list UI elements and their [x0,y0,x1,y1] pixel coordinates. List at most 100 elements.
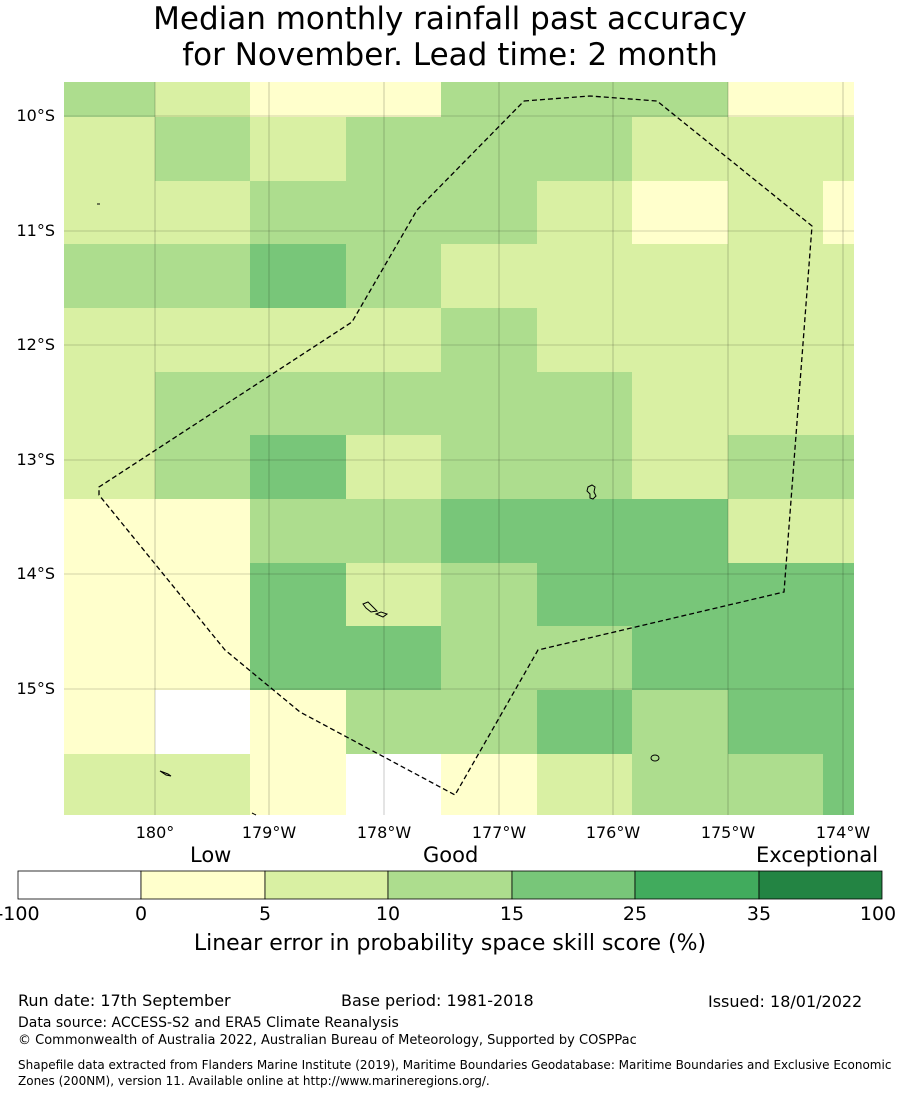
skill-cell [728,244,823,308]
skill-cell [537,435,632,499]
skill-cell [728,117,823,181]
colorbar-tick: 15 [500,903,524,925]
skill-cell [64,754,155,815]
skill-cell [64,563,155,626]
skill-cell [823,563,854,626]
skill-cell [537,308,632,372]
skill-cell [64,499,155,563]
skill-cell [728,499,823,563]
skill-cell [537,690,632,754]
skill-cell [250,754,346,815]
skill-cell [632,244,728,308]
skill-cell [250,690,346,754]
colorbar-category-good: Good [423,843,479,867]
skill-cell [441,563,537,626]
colorbar-segment [511,870,636,900]
skill-cell [441,690,537,754]
skill-cell [823,499,854,563]
skill-cell [346,563,441,626]
skill-cell [64,82,155,117]
skill-cell [155,181,250,244]
colorbar-tick-labels: -100 0 5 10 15 25 35 100 [0,903,896,925]
skill-cell [537,82,632,117]
colorbar-segment [387,870,513,900]
skill-cell [441,435,537,499]
lon-label: 179°W [242,823,297,842]
lon-label: 175°W [701,823,756,842]
skill-cell [441,117,537,181]
skill-cell [250,563,346,626]
shapefile-credit: Shapefile data extracted from Flanders M… [18,1058,892,1088]
island-west-icon [159,770,172,777]
eez-boundary-dashed [98,95,813,796]
skill-cell [64,181,155,244]
lat-label: 12°S [16,335,55,354]
skill-cell [823,82,854,117]
colorbar [17,870,883,900]
skill-cell [537,117,632,181]
skill-cell [250,626,346,690]
colorbar-segment [264,870,389,900]
skill-cell [823,372,854,435]
skill-cell [441,626,537,690]
skill-cell [728,690,823,754]
colorbar-category-exceptional: Exceptional [756,843,879,867]
title-line-1: Median monthly rainfall past accuracy [153,1,747,37]
skill-cell [64,244,155,308]
latitude-labels: 10°S 11°S 12°S 13°S 14°S 15°S [16,106,55,698]
skill-cell [155,372,250,435]
skill-cell [250,372,346,435]
skill-cell [346,117,441,181]
skill-cell [155,435,250,499]
skill-cell [346,754,441,815]
skill-cell [632,435,728,499]
skill-cell [64,626,155,690]
colorbar-title: Linear error in probability space skill … [193,931,707,956]
colorbar-segment [758,870,883,900]
skill-cell [250,181,346,244]
skill-cell [537,626,632,690]
colorbar-tick: 25 [623,903,647,925]
skill-cell [823,181,854,244]
colorbar-tick: 35 [747,903,771,925]
skill-cell [346,308,441,372]
skill-cell [823,626,854,690]
skill-cell [441,244,537,308]
skill-cell [632,117,728,181]
skill-cell [728,82,823,117]
copyright: © Commonwealth of Australia 2022, Austra… [18,1033,637,1048]
colorbar-segment [634,870,760,900]
skill-cell [64,117,155,181]
skill-cell [155,563,250,626]
skill-cell [155,754,250,815]
colorbar-tick: 5 [259,903,271,925]
skill-cell [632,181,728,244]
skill-cell [155,690,250,754]
skill-cell [346,626,441,690]
colorbar-tick: 100 [860,903,896,925]
skill-cell [823,754,854,815]
skill-cell [64,372,155,435]
skill-cell [250,308,346,372]
lon-label: 177°W [472,823,527,842]
skill-cell [155,499,250,563]
island-atafu-icon [586,484,597,500]
skill-cell [728,181,823,244]
skill-cell [250,244,346,308]
skill-cell [250,82,346,117]
skill-cell [823,308,854,372]
skill-cell [537,372,632,435]
lat-label: 10°S [16,106,55,125]
skill-cell [728,308,823,372]
skill-cell [441,754,537,815]
skill-cell [537,499,632,563]
issued-date: Issued: 18/01/2022 [708,992,863,1011]
skill-cell [155,244,250,308]
skill-cell [441,372,537,435]
colorbar-tick: -100 [0,903,40,925]
skill-cell [441,308,537,372]
skill-grid [64,82,854,815]
run-date: Run date: 17th September [18,991,231,1010]
skill-cell [728,626,823,690]
data-source: Data source: ACCESS-S2 and ERA5 Climate … [18,1015,399,1031]
